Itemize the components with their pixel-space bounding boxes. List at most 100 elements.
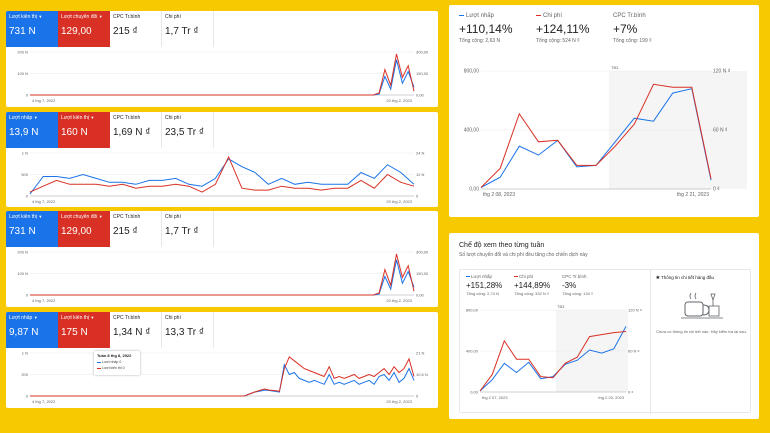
summary-metric-cpc[interactable]: CPC Tr.bình +7% Tổng cộng: 199 ₫ bbox=[613, 13, 690, 55]
y-left-tick: 200 N bbox=[17, 250, 28, 255]
metric-value: 215 ₫ bbox=[113, 26, 138, 37]
summary-metric-cost[interactable]: Chi phí +124,11% Tổng cộng: 524 N ₫ bbox=[536, 13, 613, 55]
metric-tile-4[interactable]: Chi phí 13,3 Tr ₫ bbox=[162, 312, 214, 348]
weekly-metric-cost[interactable]: Chi phí +144,89% Tổng cộng: 332 N ₫ bbox=[514, 274, 562, 302]
y-right-tick: 0,00 bbox=[416, 293, 425, 298]
metric-value: 1,7 Tr ₫ bbox=[165, 226, 199, 237]
series-line-red bbox=[479, 331, 627, 392]
weekly-metric-cpc[interactable]: CPC Tr.bình -3% Tổng cộng: 134 ₫ bbox=[562, 274, 610, 302]
metric-value: 13,9 N bbox=[9, 127, 39, 138]
metric-tile-1[interactable]: Lượt nhấp ▼ 13,9 N bbox=[6, 112, 58, 148]
metric-tile-1[interactable]: Lượt kiến thị ▼ 731 N bbox=[6, 211, 58, 247]
series-swatch bbox=[97, 361, 101, 363]
metric-value: 160 N bbox=[61, 127, 88, 138]
metric-value: 9,87 N bbox=[9, 327, 39, 338]
tooltip-value: 0 bbox=[119, 360, 122, 364]
series-line-red bbox=[30, 356, 415, 397]
weekly-subtitle: Số lượt chuyển đổi và chi phí đều tăng c… bbox=[459, 252, 588, 258]
performance-card-1: Lượt kiến thị ▼ 731 N Lượt chuyển đổi ▼ 12… bbox=[6, 11, 438, 107]
x-tick-end: 20 thg 2, 2023 bbox=[386, 399, 412, 404]
line-chart-svg: 200 N 300,00 100 N 150,00 0 0,00 4 thg 7, 2022… bbox=[17, 50, 429, 104]
metric-value: +151,28% bbox=[466, 281, 503, 290]
y-right-tick: 24 N bbox=[416, 151, 425, 156]
y-left-tick: 400,00 bbox=[464, 128, 480, 134]
tooltip-label: Lượt nhấp bbox=[102, 360, 119, 364]
metric-value: +110,14% bbox=[459, 22, 513, 36]
metric-tile-4[interactable]: Chi phí 1,7 Tr ₫ bbox=[162, 11, 214, 47]
tooltip-value: 0 bbox=[122, 366, 125, 370]
metric-tile-4[interactable]: Chi phí 23,5 Tr ₫ bbox=[162, 112, 214, 148]
metric-total: Tổng cộng: 199 ₫ bbox=[613, 38, 652, 44]
y-right-tick: 120 N ₫ bbox=[713, 69, 731, 75]
y-left-tick: 0 bbox=[26, 93, 29, 98]
metric-tile-3[interactable]: CPC Tr.bình 1,69 N ₫ bbox=[110, 112, 162, 148]
metric-label: CPC Tr.bình bbox=[113, 115, 141, 121]
series-swatch bbox=[536, 14, 541, 17]
weekly-title: Chế độ xem theo từng tuần bbox=[459, 242, 545, 249]
metric-label: CPC Tr.bình bbox=[113, 14, 141, 20]
metric-tile-1[interactable]: Lượt kiến thị ▼ 731 N bbox=[6, 11, 58, 47]
series-line-blue bbox=[30, 363, 415, 397]
x-tick-start: thg 2 07, 2023 bbox=[482, 395, 508, 400]
weekly-inner-panel: Lượt nhấp +151,28% Tổng cộng: 2,74 N Chi… bbox=[459, 269, 752, 414]
metric-label: CPC Tr.bình bbox=[113, 315, 141, 321]
y-left-tick: 200 bbox=[21, 372, 28, 377]
x-tick-start: 4 thg 7, 2022 bbox=[32, 98, 56, 103]
x-tick-start: 4 thg 7, 2022 bbox=[32, 399, 56, 404]
metric-label: Lượt chuyển đổi bbox=[61, 214, 98, 220]
weekly-metric-clicks[interactable]: Lượt nhấp +151,28% Tổng cộng: 2,74 N bbox=[466, 274, 514, 302]
metric-tile-3[interactable]: CPC Tr.bình 215 ₫ bbox=[110, 211, 162, 247]
x-tick-end: 20 thg 2, 2023 bbox=[386, 298, 412, 303]
metric-tile-3[interactable]: CPC Tr.bình 1,34 N ₫ bbox=[110, 312, 162, 348]
metric-row: Lượt kiến thị ▼ 731 N Lượt chuyển đổi ▼ 12… bbox=[6, 211, 438, 247]
weekly-line-chart: TB3 800,00 120 N ₫ 400,00 60 N ₫ 0,00 0 ₫ thg 2… bbox=[466, 304, 642, 400]
y-left-tick: 100 N bbox=[17, 71, 28, 76]
y-left-tick: 200 N bbox=[17, 50, 28, 55]
metric-label: CPC Tr.bình bbox=[113, 214, 141, 220]
summary-metric-clicks[interactable]: Lượt nhấp +110,14% Tổng cộng: 2,63 N bbox=[459, 13, 536, 55]
tooltip-title: Tuần 8 thg 8, 2022 bbox=[97, 353, 132, 358]
insights-title: Thông tin chi tiết hàng đầu bbox=[660, 275, 714, 280]
metric-total: Tổng cộng: 332 N ₫ bbox=[514, 291, 549, 296]
x-tick-end: 20 thg 2, 2023 bbox=[386, 98, 412, 103]
metric-tile-2[interactable]: Lượt kiến thị ▼ 175 N bbox=[58, 312, 110, 348]
tooltip-label: Lượt kiến thị bbox=[102, 366, 122, 370]
tooltip-row: Lượt kiến thị 0 bbox=[97, 366, 137, 370]
metric-tile-2[interactable]: Lượt chuyển đổi ▼ 129,00 bbox=[58, 211, 110, 247]
summary-line-chart: TB3 800,00 120 N ₫ 400,00 60 N ₫ 0,00 0 ₫ thg 2… bbox=[464, 65, 747, 198]
metric-total: Tổng cộng: 524 N ₫ bbox=[536, 38, 580, 44]
series-line-red bbox=[30, 253, 415, 296]
metric-value: 731 N bbox=[9, 26, 36, 37]
insights-panel: ✱ Thông tin chi tiết hàng đầu Chưa có th… bbox=[650, 270, 752, 414]
metric-total: Tổng cộng: 2,63 N bbox=[459, 38, 501, 44]
y-right-tick: 150,00 bbox=[416, 71, 429, 76]
metric-label: Chi phí bbox=[165, 315, 181, 321]
metric-label: Chi phí bbox=[165, 214, 181, 220]
caret-down-icon: ▼ bbox=[33, 315, 38, 320]
metric-label: Chi phí bbox=[165, 115, 181, 121]
metric-tile-2[interactable]: Lượt kiến thị ▼ 160 N bbox=[58, 112, 110, 148]
y-left-tick: 1 N bbox=[22, 351, 28, 356]
y-right-tick: 300,00 bbox=[416, 250, 429, 255]
metric-row: Lượt nhấp ▼ 13,9 N Lượt kiến thị ▼ 160 N C… bbox=[6, 112, 438, 148]
caret-down-icon: ▼ bbox=[38, 214, 43, 219]
series-swatch bbox=[97, 367, 101, 369]
metric-tile-3[interactable]: CPC Tr.bình 215 ₫ bbox=[110, 11, 162, 47]
metric-tile-2[interactable]: Lượt chuyển đổi ▼ 129,00 bbox=[58, 11, 110, 47]
series-line-blue bbox=[29, 158, 415, 195]
metric-value: 1,69 N ₫ bbox=[113, 127, 151, 138]
x-tick-start: 4 thg 7, 2022 bbox=[32, 199, 56, 204]
metric-row: Lượt nhấp ▼ 9,87 N Lượt kiến thị ▼ 175 N C… bbox=[6, 312, 438, 348]
metric-total: Tổng cộng: 2,74 N bbox=[466, 291, 499, 296]
metric-value: 129,00 bbox=[61, 226, 92, 237]
metric-tile-1[interactable]: Lượt nhấp ▼ 9,87 N bbox=[6, 312, 58, 348]
metric-label: Lượt nhấp bbox=[466, 13, 494, 19]
y-right-tick: 21 N bbox=[416, 351, 425, 356]
chart-tooltip: Tuần 8 thg 8, 2022 Lượt nhấp 0 Lượt kiến… bbox=[94, 351, 140, 375]
caret-down-icon: ▼ bbox=[33, 115, 38, 120]
series-line-red bbox=[29, 155, 415, 193]
metric-tile-4[interactable]: Chi phí 1,7 Tr ₫ bbox=[162, 211, 214, 247]
